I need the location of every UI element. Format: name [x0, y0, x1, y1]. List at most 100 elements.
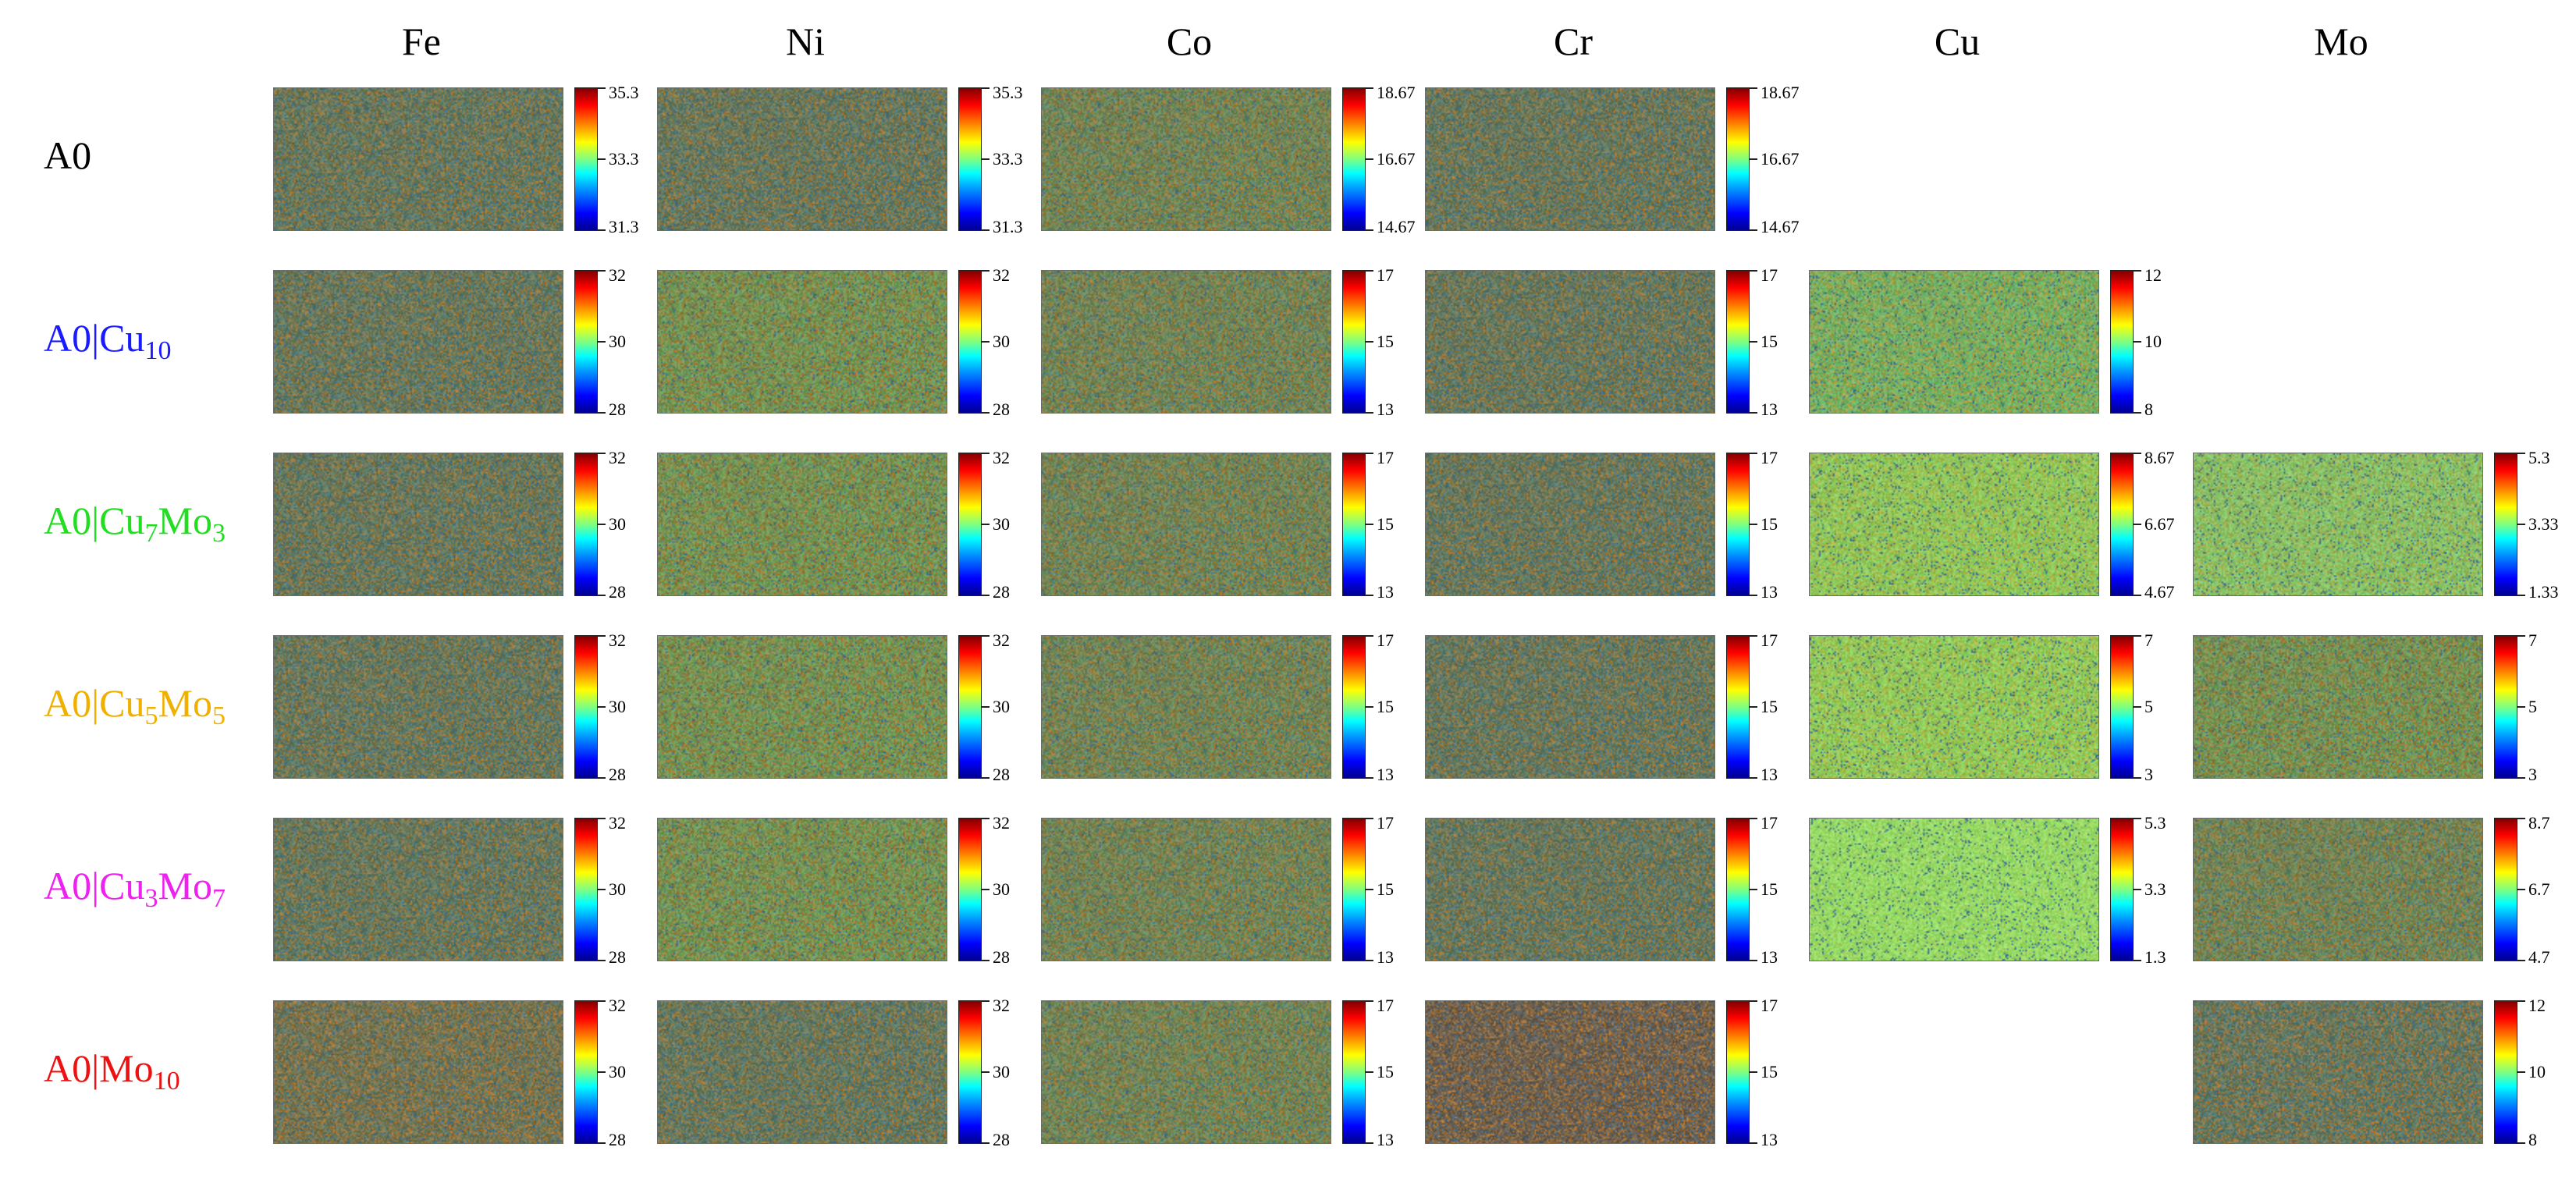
colorbar-tick-label: 17: [1377, 630, 1394, 650]
row-label: A0|Cu10: [44, 316, 172, 365]
colorbar: [1726, 818, 1750, 961]
colorbar-tick: [1750, 818, 1757, 819]
colorbar-tick: [1366, 889, 1373, 890]
colorbar-tick: [1750, 777, 1757, 779]
colorbar-tick-label: 28: [993, 582, 1010, 602]
colorbar-tick-label: 15: [1761, 697, 1778, 716]
colorbar-tick: [2134, 453, 2141, 454]
colorbar-tick-label: 14.67: [1377, 217, 1416, 236]
colorbar: [2110, 270, 2134, 414]
colorbar-tick-label: 32: [993, 448, 1010, 467]
colorbar-tick-label: 28: [993, 1130, 1010, 1149]
colorbar-tick: [982, 524, 990, 525]
colorbar-tick-label: 32: [609, 448, 626, 467]
composition-map-noise: [1042, 453, 1331, 595]
colorbar-tick: [1366, 1071, 1373, 1073]
colorbar-tick-label: 28: [609, 1130, 626, 1149]
colorbar-tick-label: 7: [2144, 630, 2153, 650]
colorbar-tick: [2517, 889, 2525, 890]
colorbar-tick-label: 3: [2144, 765, 2153, 784]
colorbar-tick-label: 30: [993, 332, 1010, 351]
colorbar-tick-label: 1.33: [2528, 582, 2559, 602]
colorbar-tick: [2517, 818, 2525, 819]
colorbar-tick-label: 4.67: [2144, 582, 2175, 602]
colorbar-tick-label: 16.67: [1761, 149, 1800, 169]
composition-map: [1041, 818, 1331, 961]
subscript: 3: [144, 884, 158, 913]
colorbar-tick: [1750, 960, 1757, 961]
colorbar: [958, 270, 982, 414]
colorbar: [1342, 1000, 1366, 1144]
composition-map: [657, 270, 947, 414]
colorbar-tick: [1750, 341, 1757, 343]
column-header-fe: Fe: [402, 20, 441, 63]
subscript: 10: [153, 1067, 180, 1096]
colorbar-tick: [982, 1000, 990, 1002]
column-header-cu: Cu: [1934, 20, 1981, 63]
colorbar-tick: [598, 889, 606, 890]
colorbar-tick-label: 17: [1761, 265, 1778, 285]
composition-map-noise: [1042, 636, 1331, 778]
colorbar-tick-label: 15: [1377, 697, 1394, 716]
colorbar-tick: [982, 595, 990, 596]
colorbar-tick-label: 13: [1377, 765, 1394, 784]
colorbar-tick: [2517, 1000, 2525, 1002]
colorbar: [2110, 818, 2134, 961]
colorbar-tick: [982, 341, 990, 343]
colorbar-tick-label: 18.67: [1377, 83, 1416, 102]
composition-map-noise: [658, 819, 947, 961]
composition-map-noise: [658, 88, 947, 230]
colorbar-tick: [1366, 524, 1373, 525]
colorbar-tick-label: 32: [993, 265, 1010, 285]
composition-map: [657, 453, 947, 596]
colorbar-tick: [1750, 453, 1757, 454]
colorbar-tick: [982, 87, 990, 89]
colorbar-tick-label: 30: [609, 514, 626, 534]
colorbar-tick: [982, 960, 990, 961]
colorbar: [1342, 453, 1366, 596]
colorbar-tick: [598, 87, 606, 89]
colorbar-tick-label: 17: [1377, 996, 1394, 1015]
subscript: 5: [144, 701, 158, 730]
composition-map-noise: [658, 453, 947, 595]
colorbar-tick-label: 15: [1377, 1062, 1394, 1081]
colorbar-tick: [1366, 595, 1373, 596]
composition-map: [1809, 818, 2099, 961]
colorbar-tick: [982, 889, 990, 890]
composition-map-noise: [274, 819, 563, 961]
colorbar-tick-label: 30: [609, 332, 626, 351]
composition-map: [1041, 87, 1331, 231]
colorbar-tick-label: 28: [609, 765, 626, 784]
composition-map-noise: [1810, 453, 2098, 595]
colorbar-tick: [1750, 635, 1757, 637]
colorbar-tick-label: 28: [993, 947, 1010, 967]
colorbar-tick: [1750, 158, 1757, 160]
colorbar-tick: [1750, 595, 1757, 596]
colorbar-tick-label: 30: [993, 1062, 1010, 1081]
composition-map-noise: [1426, 88, 1714, 230]
colorbar-tick: [2517, 595, 2525, 596]
composition-map-noise: [2194, 1001, 2482, 1143]
colorbar-tick-label: 13: [1377, 1130, 1394, 1149]
subscript: 7: [211, 884, 226, 913]
colorbar: [1726, 1000, 1750, 1144]
row-label: A0|Cu3Mo7: [44, 864, 226, 913]
composition-map: [1809, 270, 2099, 414]
colorbar: [2494, 818, 2517, 961]
colorbar-tick-label: 13: [1761, 1130, 1778, 1149]
colorbar-tick: [1750, 1142, 1757, 1144]
colorbar-tick: [598, 960, 606, 961]
colorbar-tick-label: 4.7: [2528, 947, 2550, 967]
colorbar-tick-label: 6.7: [2528, 879, 2550, 899]
colorbar-tick: [1750, 1071, 1757, 1073]
composition-map-noise: [274, 636, 563, 778]
colorbar: [2110, 453, 2134, 596]
colorbar-tick-label: 8.67: [2144, 448, 2175, 467]
colorbar-tick: [2134, 777, 2141, 779]
colorbar: [958, 1000, 982, 1144]
composition-map: [273, 1000, 563, 1144]
colorbar: [2494, 453, 2517, 596]
colorbar-tick-label: 28: [609, 947, 626, 967]
composition-map: [1041, 1000, 1331, 1144]
colorbar-tick-label: 5.3: [2144, 813, 2166, 833]
